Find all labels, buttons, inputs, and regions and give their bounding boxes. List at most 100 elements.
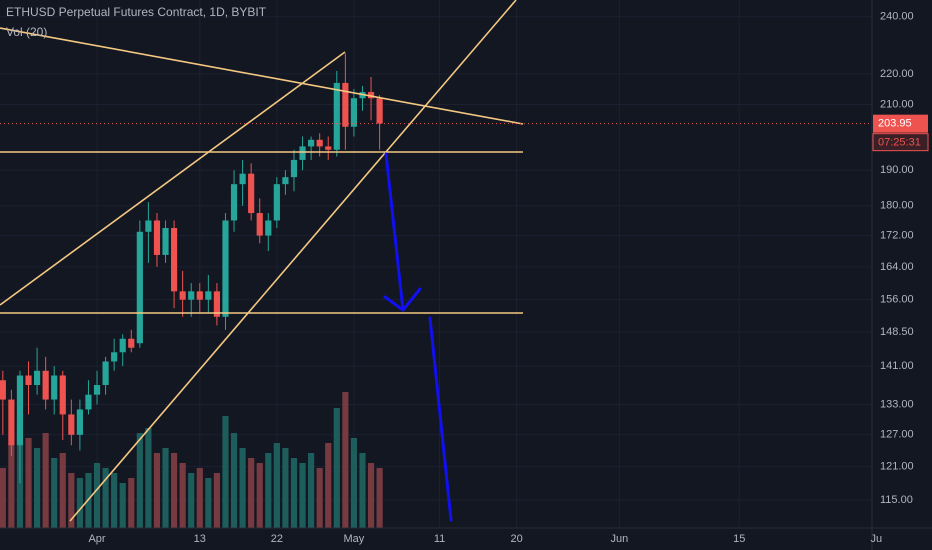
volume-bar (0, 468, 6, 528)
candle-body (102, 361, 109, 386)
candle-body (128, 338, 135, 348)
volume-bar (265, 453, 272, 528)
volume-bar (308, 453, 315, 528)
countdown-label: 07:25:31 (878, 137, 921, 149)
x-tick-label: 15 (733, 533, 745, 545)
indicator-label: Vol (20) (6, 25, 47, 39)
candle-body (111, 352, 118, 362)
y-tick-label: 210.00 (880, 98, 914, 110)
x-tick-label: May (344, 533, 365, 545)
volume-bar (76, 478, 83, 528)
volume-bar (188, 473, 195, 528)
volume-bar (350, 438, 358, 528)
volume-bar (111, 473, 118, 528)
candle-body (299, 146, 306, 160)
candle-body (162, 227, 169, 255)
volume-pane (0, 392, 383, 528)
candle-body (308, 139, 315, 147)
volume-bar (162, 448, 169, 528)
candle-body (93, 385, 101, 395)
candle-body (59, 375, 66, 415)
x-tick-label: Ju (870, 533, 882, 545)
candle-body (51, 375, 58, 400)
volume-bar (316, 468, 323, 528)
y-tick-label: 172.00 (880, 229, 914, 241)
volume-bar (33, 448, 41, 528)
candle-body (25, 375, 32, 386)
volume-bar (42, 433, 49, 528)
x-tick-label: Jun (611, 533, 629, 545)
candle-body (248, 173, 255, 214)
volume-bar (333, 408, 340, 528)
volume-bar (239, 448, 246, 528)
candle-body (16, 375, 24, 446)
y-tick-label: 141.00 (880, 360, 914, 372)
candle-body (68, 414, 75, 435)
candle-body (136, 231, 143, 344)
arrow (383, 152, 422, 312)
candle-body (342, 82, 349, 127)
volume-bar (290, 458, 298, 528)
chart-title: ETHUSD Perpetual Futures Contract, 1D, B… (6, 5, 267, 19)
y-tick-label: 220.00 (880, 68, 914, 80)
volume-bar (367, 463, 375, 528)
candle-body (76, 409, 83, 435)
candle-body (230, 184, 238, 221)
volume-bar (93, 463, 101, 528)
candle-body (282, 177, 289, 185)
volume-bar (359, 453, 366, 528)
axes: 240.00 220.00 210.00 190.00 180.00 172.00 164.… (0, 11, 929, 545)
volume-bar (171, 453, 178, 528)
y-tick-label: 115.00 (880, 494, 913, 506)
x-tick-label: 22 (271, 533, 283, 545)
last-price-label: 203.95 (878, 118, 912, 130)
candle-body (188, 291, 195, 300)
volume-bar (196, 468, 203, 528)
candle-body (333, 82, 340, 150)
candle-body (179, 291, 186, 300)
y-tick-label: 164.00 (880, 261, 914, 273)
volume-bar (342, 392, 349, 528)
x-tick-label: Apr (88, 533, 105, 545)
candle-body (273, 184, 280, 221)
countdown-box (872, 133, 929, 152)
volume-bar (119, 483, 126, 528)
candle-body (350, 98, 358, 127)
candle-body (265, 220, 272, 236)
arrow (428, 316, 453, 522)
candle-body (0, 380, 6, 400)
volume-bar (8, 443, 15, 528)
candle-body (213, 291, 220, 317)
candle-body (145, 220, 152, 232)
candle-body (85, 394, 92, 410)
candle-body (205, 291, 212, 300)
candles (0, 53, 383, 484)
x-tick-label: 13 (194, 533, 206, 545)
volume-bar (128, 478, 135, 528)
drawings (0, 0, 524, 522)
volume-bar (205, 478, 212, 528)
volume-bar (376, 468, 383, 528)
volume-bar (59, 453, 66, 528)
volume-bar (230, 433, 238, 528)
y-tick-label: 121.00 (880, 460, 914, 472)
trend-line (0, 27, 524, 125)
volume-bar (273, 443, 280, 528)
volume-bar (153, 453, 161, 528)
candle-body (325, 146, 332, 150)
candle-body (290, 159, 298, 178)
trend-line (69, 0, 517, 522)
candle-body (196, 291, 203, 300)
volume-bar (51, 458, 58, 528)
y-tick-label: 190.00 (880, 164, 914, 176)
trend-line (0, 51, 346, 306)
y-tick-label: 133.00 (880, 398, 914, 410)
candle-body (239, 173, 246, 185)
x-tick-label: 20 (510, 533, 522, 545)
volume-bar (299, 463, 306, 528)
candle-body (222, 220, 229, 317)
candle-body (376, 98, 383, 124)
volume-bar (222, 416, 229, 528)
candle-body (256, 213, 263, 236)
